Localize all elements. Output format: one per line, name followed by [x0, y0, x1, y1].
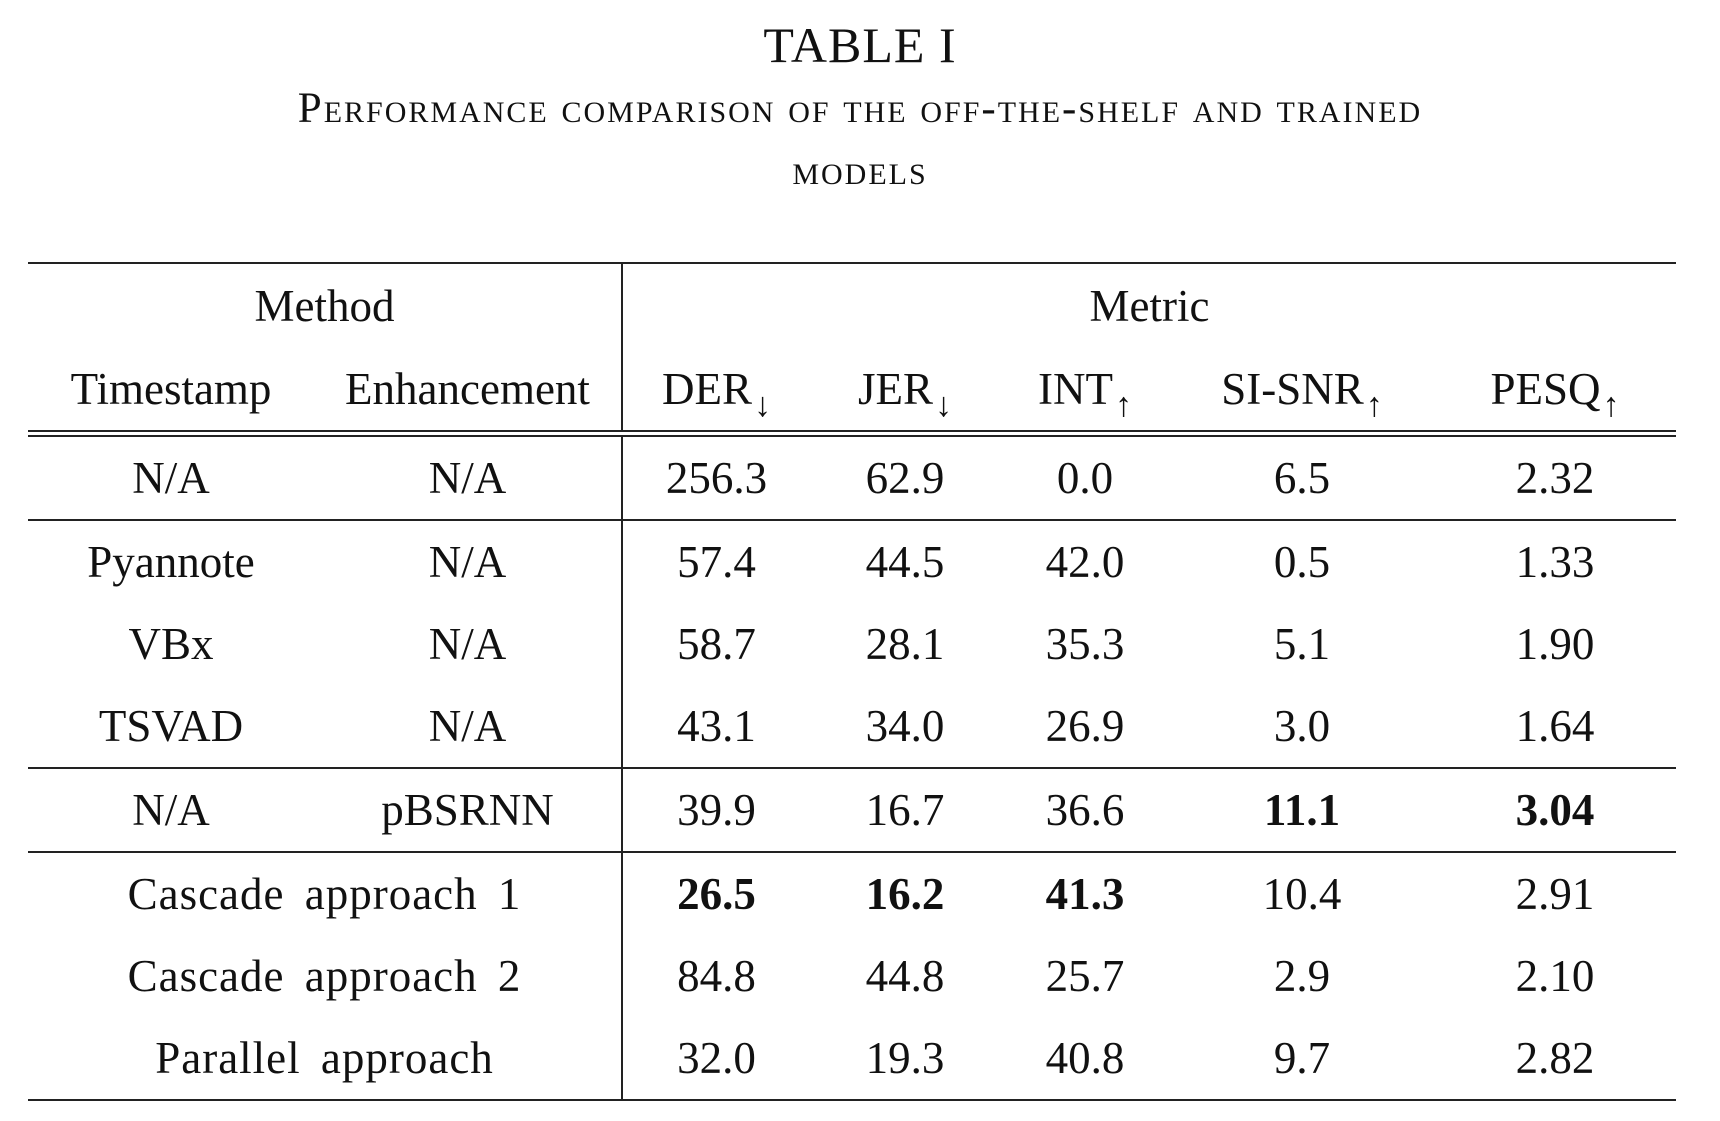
jer-cell: 28.1: [865, 619, 945, 669]
der-cell: 39.9: [622, 767, 810, 852]
enhancement-cell: pBSRNN: [314, 767, 623, 852]
der-column-header: DER↓: [622, 348, 810, 437]
jer-cell: 19.3: [810, 1017, 1000, 1101]
table-row: Cascade approach 2 84.8 44.8 25.7 2.9 2.…: [28, 935, 1676, 1017]
int-cell: 25.7: [1045, 951, 1125, 1001]
int-cell: 36.6: [1000, 767, 1170, 852]
der-header-label: DER: [662, 364, 752, 414]
der-cell: 84.8: [677, 951, 756, 1001]
der-cell-best: 26.5: [622, 851, 810, 935]
jer-cell: 16.7: [810, 767, 1000, 852]
pesq-cell: 2.91: [1434, 851, 1677, 935]
pesq-header-label: PESQ: [1490, 364, 1601, 414]
table-row: TSVAD N/A 43.1 34.0 26.9 3.0 1.64: [28, 685, 1676, 768]
si-snr-cell: 0.5: [1170, 519, 1434, 603]
int-header-label: INT: [1038, 364, 1113, 414]
int-cell: 26.9: [1045, 701, 1125, 751]
der-cell: 43.1: [677, 701, 756, 751]
int-cell: 42.0: [1000, 519, 1170, 603]
jer-column-header: JER↓: [810, 348, 1000, 437]
pesq-column-header: PESQ↑: [1434, 348, 1677, 437]
method-cell: Parallel approach: [28, 1017, 623, 1101]
enhancement-cell: N/A: [314, 433, 623, 520]
si-snr-cell-best: 11.1: [1170, 767, 1434, 852]
der-cell: 32.0: [622, 1017, 810, 1101]
enhancement-cell: N/A: [314, 685, 623, 768]
table-title-line-2: models: [792, 147, 928, 194]
int-column-header: INT↑: [1000, 348, 1170, 437]
table-row: N/A N/A 256.3 62.9 0.0 6.5 2.32: [28, 433, 1676, 520]
enhancement-column-header: Enhancement: [314, 348, 623, 437]
si-snr-cell: 2.9: [1273, 951, 1331, 1001]
table-row: VBx N/A 58.7 28.1 35.3 5.1 1.90: [28, 603, 1676, 685]
pesq-cell: 1.64: [1515, 701, 1595, 751]
header-column-row: Timestamp Enhancement DER↓ JER↓ INT↑ SI-…: [28, 348, 1677, 437]
table-row: Cascade approach 1 26.5 16.2 41.3 10.4 2…: [28, 851, 1677, 935]
table-title-line-1: Performance comparison of the off-the-sh…: [297, 85, 1423, 132]
method-cell: Cascade approach 2: [28, 935, 623, 1017]
pesq-cell: 1.90: [1515, 619, 1595, 669]
metric-group-header: Metric: [622, 262, 1677, 348]
int-cell: 0.0: [1056, 453, 1114, 503]
si-snr-header-label: SI-SNR: [1221, 364, 1364, 414]
si-snr-cell: 5.1: [1273, 619, 1331, 669]
int-cell: 40.8: [1000, 1017, 1170, 1101]
jer-cell: 44.5: [810, 519, 1000, 603]
der-cell: 58.7: [677, 619, 756, 669]
pesq-cell: 2.32: [1515, 453, 1595, 503]
pesq-cell: 1.33: [1434, 519, 1677, 603]
si-snr-cell: 3.0: [1273, 701, 1331, 751]
pesq-cell: 2.82: [1434, 1017, 1677, 1101]
method-group-header: Method: [28, 262, 623, 348]
si-snr-column-header: SI-SNR↑: [1170, 348, 1434, 437]
int-cell: 35.3: [1045, 619, 1125, 669]
si-snr-cell: 9.7: [1170, 1017, 1434, 1101]
pesq-cell: 2.10: [1515, 951, 1595, 1001]
der-lower-better-arrow: ↓: [754, 387, 771, 424]
jer-cell-best: 16.2: [810, 851, 1000, 935]
timestamp-cell: N/A: [28, 767, 314, 852]
int-cell-best: 41.3: [1000, 851, 1170, 935]
jer-lower-better-arrow: ↓: [935, 387, 952, 424]
si-snr-cell: 10.4: [1170, 851, 1434, 935]
table-row: Parallel approach 32.0 19.3 40.8 9.7 2.8…: [28, 1017, 1677, 1101]
pesq-higher-better-arrow: ↑: [1602, 387, 1620, 424]
enhancement-cell: N/A: [314, 603, 623, 685]
results-table: Method Metric Timestamp Enhancement DER↓…: [28, 262, 1677, 1101]
jer-header-label: JER: [857, 364, 933, 414]
jer-cell: 62.9: [865, 453, 945, 503]
der-cell: 57.4: [622, 519, 810, 603]
si-snr-higher-better-arrow: ↑: [1365, 387, 1383, 424]
timestamp-cell: Pyannote: [28, 519, 314, 603]
method-cell: Cascade approach 1: [28, 851, 623, 935]
timestamp-cell: N/A: [132, 453, 210, 503]
timestamp-cell: VBx: [128, 619, 214, 669]
header-group-row: Method Metric: [28, 262, 1677, 348]
table-row: Pyannote N/A 57.4 44.5 42.0 0.5 1.33: [28, 519, 1677, 603]
timestamp-cell: TSVAD: [98, 701, 244, 751]
timestamp-column-header: Timestamp: [28, 348, 314, 437]
enhancement-cell: N/A: [314, 519, 623, 603]
table-row: N/A pBSRNN 39.9 16.7 36.6 11.1 3.04: [28, 767, 1677, 852]
si-snr-cell: 6.5: [1273, 453, 1331, 503]
pesq-cell-best: 3.04: [1434, 767, 1677, 852]
jer-cell: 44.8: [865, 951, 945, 1001]
int-higher-better-arrow: ↑: [1114, 387, 1132, 424]
table-label: TABLE I: [763, 17, 957, 73]
der-cell: 256.3: [665, 453, 768, 503]
jer-cell: 34.0: [865, 701, 945, 751]
